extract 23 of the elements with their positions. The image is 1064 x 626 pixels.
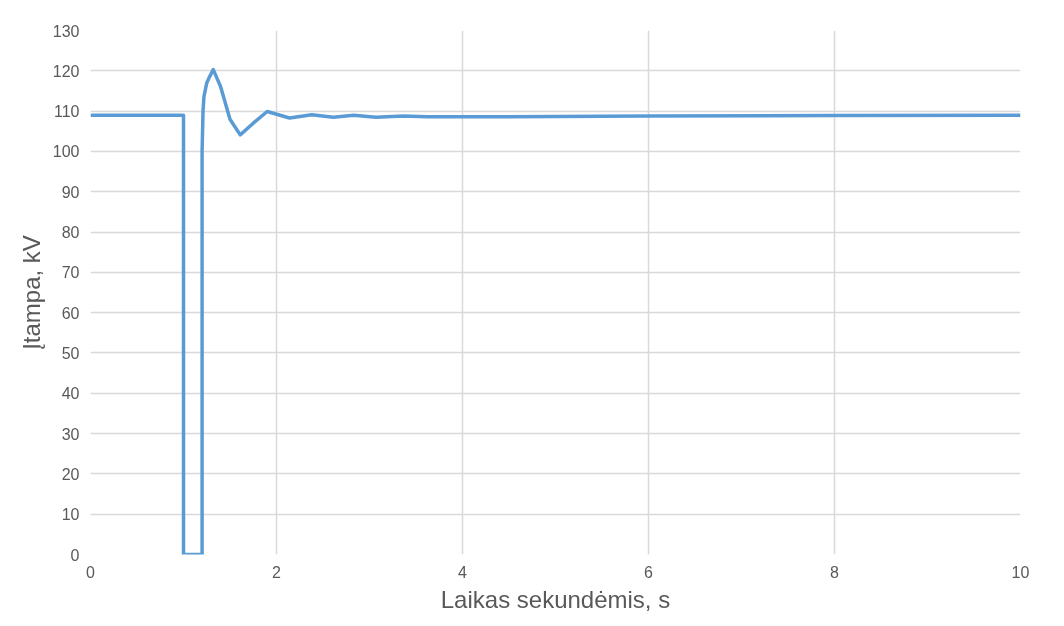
y-axis-title: Įtampa, kV <box>17 235 45 350</box>
x-tick-label: 6 <box>644 563 654 581</box>
y-tick-label: 60 <box>61 304 80 322</box>
y-tick-label: 20 <box>61 465 80 483</box>
x-tick-label: 4 <box>458 563 468 581</box>
y-tick-label: 130 <box>52 22 80 40</box>
y-tick-label: 30 <box>61 425 80 443</box>
x-tick-label: 2 <box>272 563 282 581</box>
y-tick-label: 90 <box>61 183 80 201</box>
x-tick-label: 10 <box>1011 563 1030 581</box>
y-tick-label: 70 <box>61 264 80 282</box>
x-tick-label: 8 <box>830 563 840 581</box>
y-tick-label: 40 <box>61 385 80 403</box>
y-tick-label: 120 <box>52 62 80 80</box>
x-axis-title: Laikas sekundėmis, s <box>440 585 671 613</box>
y-tick-label: 50 <box>61 344 80 362</box>
y-tick-label: 80 <box>61 224 80 242</box>
y-tick-label: 110 <box>53 103 80 121</box>
line-series <box>90 67 1021 555</box>
y-tick-label: 10 <box>61 506 80 524</box>
x-tick-label: 0 <box>86 563 96 581</box>
y-tick-label: 0 <box>70 546 80 564</box>
y-tick-label: 100 <box>52 143 80 161</box>
